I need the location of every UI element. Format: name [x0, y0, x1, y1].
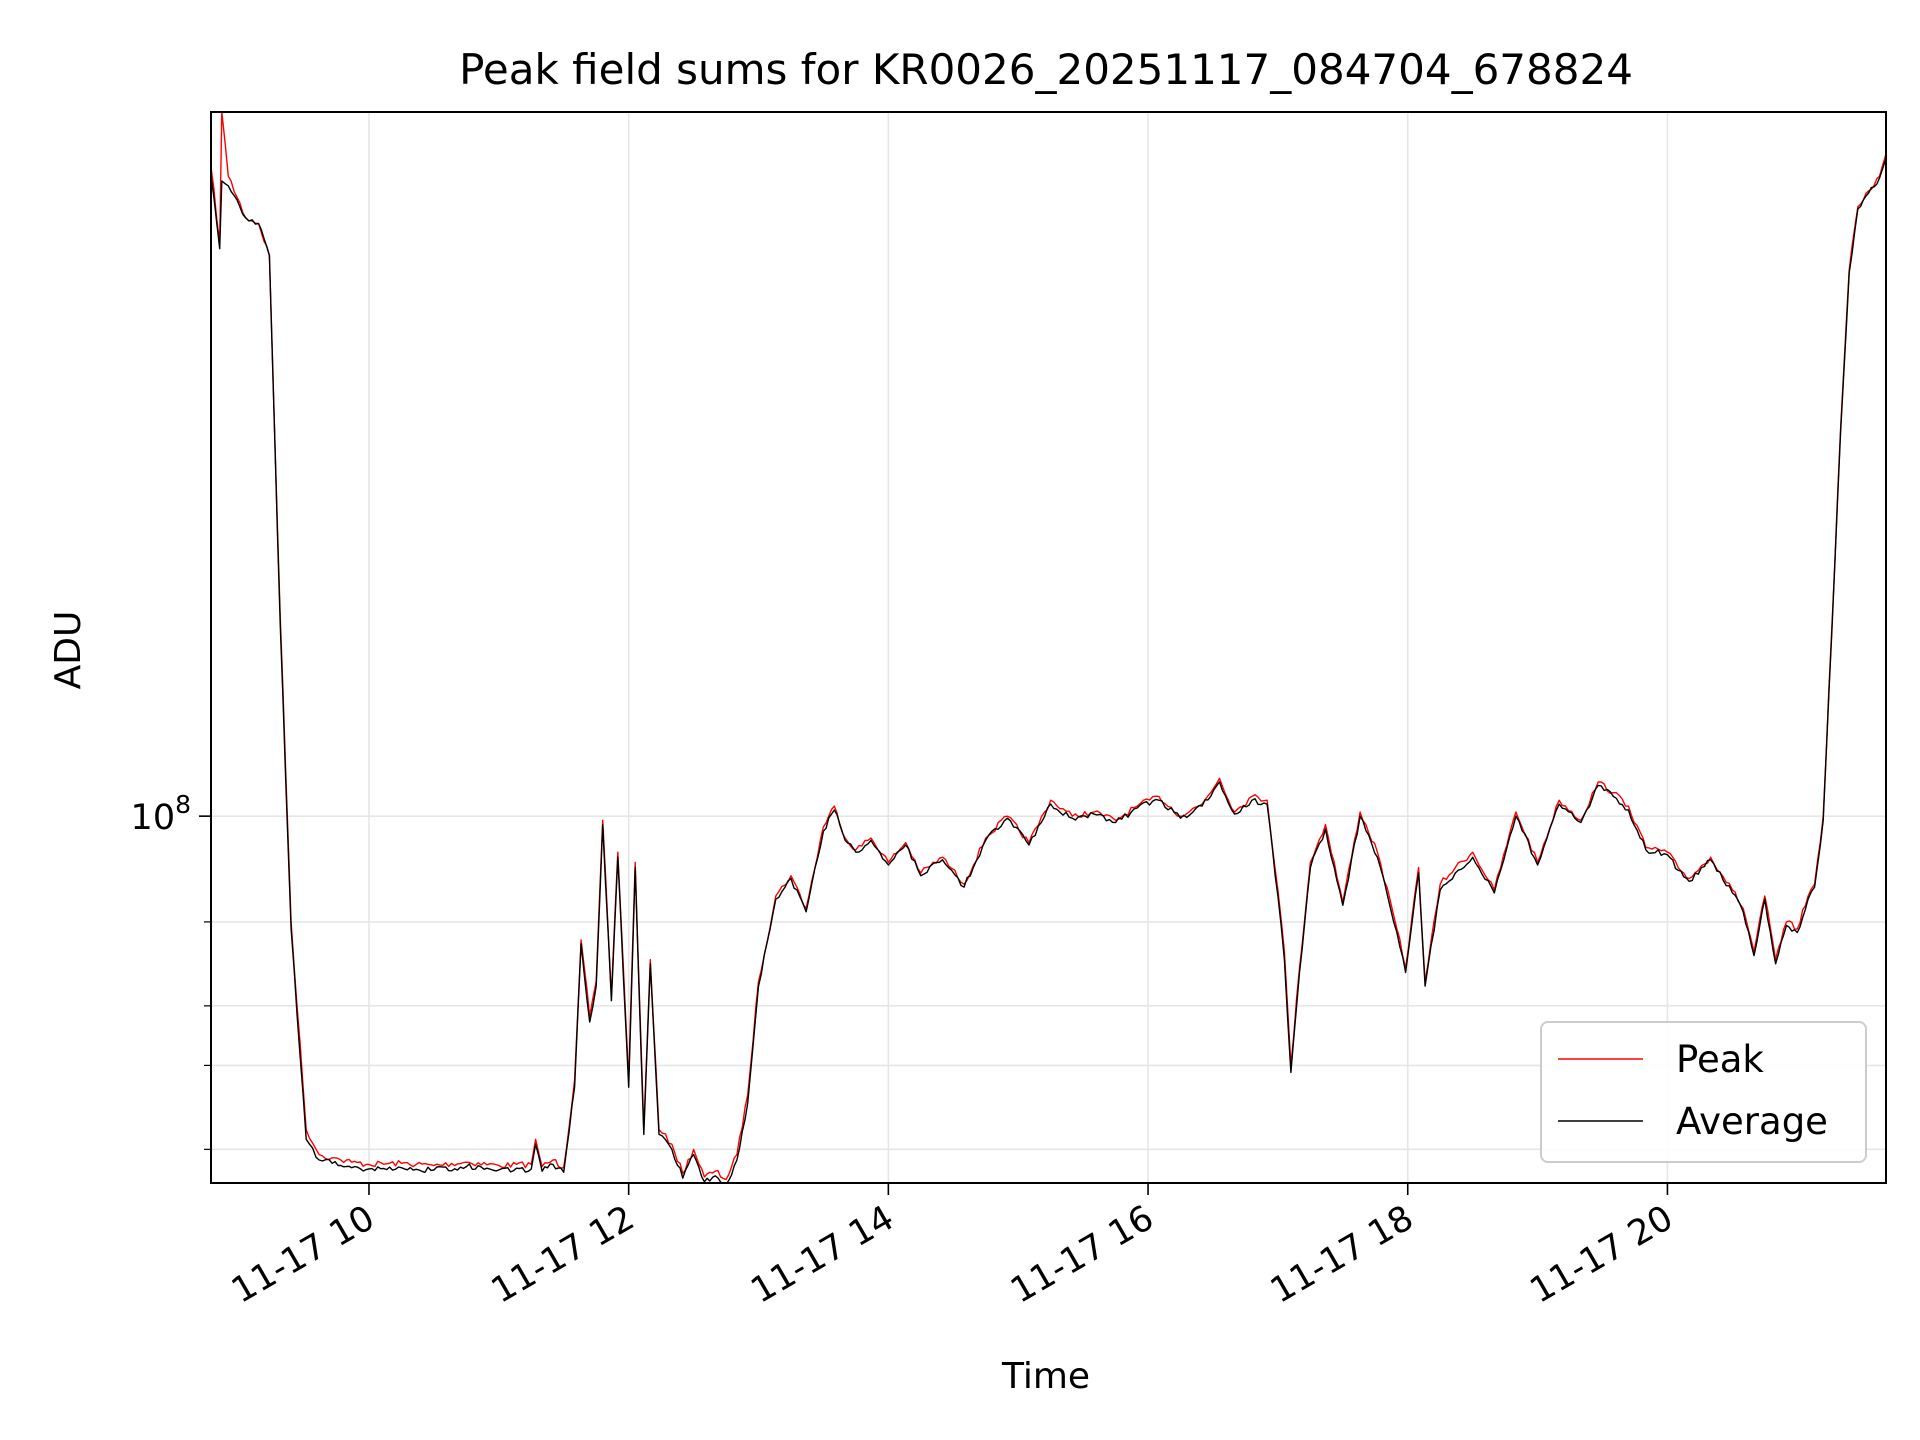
y-tick-exponent: 8 — [175, 790, 191, 819]
grid — [211, 112, 1886, 1183]
x-axis-label: Time — [1001, 1356, 1090, 1397]
y-tick-base: 10 — [131, 798, 176, 838]
legend: Peak Average — [1540, 1021, 1867, 1163]
legend-box — [1540, 1021, 1867, 1163]
y-tick-label: 108 — [131, 790, 191, 838]
series-line-peak — [211, 112, 1886, 1181]
plot-frame — [210, 111, 1887, 1184]
chart-title: Peak field sums for KR0026_20251117_0847… — [459, 45, 1633, 94]
legend-label-average: Average — [1676, 1100, 1828, 1143]
y-axis: 108 — [131, 790, 211, 1150]
legend-label-peak: Peak — [1676, 1038, 1764, 1081]
y-axis-label: ADU — [48, 611, 89, 690]
plot-area — [211, 112, 1886, 1183]
series-line-average — [211, 157, 1886, 1183]
